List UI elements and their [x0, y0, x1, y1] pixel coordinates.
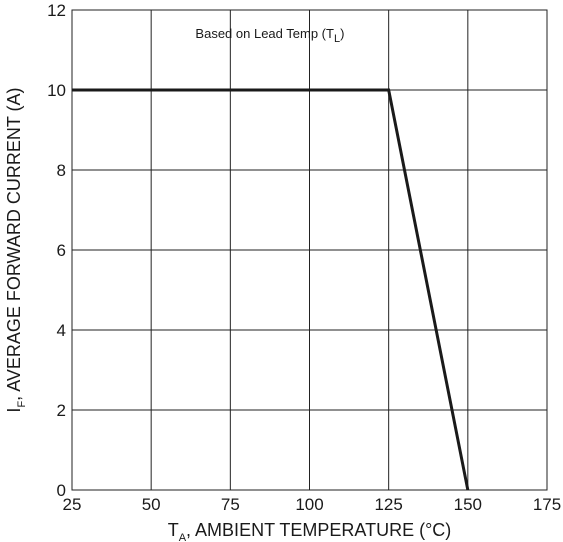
y-tick-label: 10	[47, 81, 66, 100]
y-tick-labels: 0 2 4 6 8 10 12	[47, 1, 66, 500]
x-axis-title: TA, AMBIENT TEMPERATURE (°C)	[168, 520, 452, 542]
grid	[71, 9, 548, 491]
plot-frame	[71, 9, 548, 491]
x-tick-labels: 25 50 75 100 125 150 175	[63, 495, 562, 514]
x-tick-label: 150	[454, 495, 482, 514]
x-tick-label: 50	[142, 495, 161, 514]
y-axis-title: IF, AVERAGE FORWARD CURRENT (A)	[4, 87, 28, 412]
x-tick-label: 175	[533, 495, 561, 514]
annotation-lead-temp: Based on Lead Temp (TL)	[195, 26, 344, 45]
y-tick-label: 8	[57, 161, 66, 180]
y-tick-label: 12	[47, 1, 66, 20]
series-group	[72, 88, 470, 491]
y-tick-label: 6	[57, 241, 66, 260]
x-tick-label: 75	[221, 495, 240, 514]
x-tick-label: 100	[295, 495, 323, 514]
y-tick-label: 4	[57, 321, 66, 340]
x-tick-label: 125	[374, 495, 402, 514]
y-tick-label: 0	[57, 481, 66, 500]
x-tick-label: 25	[63, 495, 82, 514]
series-line	[72, 88, 470, 491]
y-tick-label: 2	[57, 401, 66, 420]
